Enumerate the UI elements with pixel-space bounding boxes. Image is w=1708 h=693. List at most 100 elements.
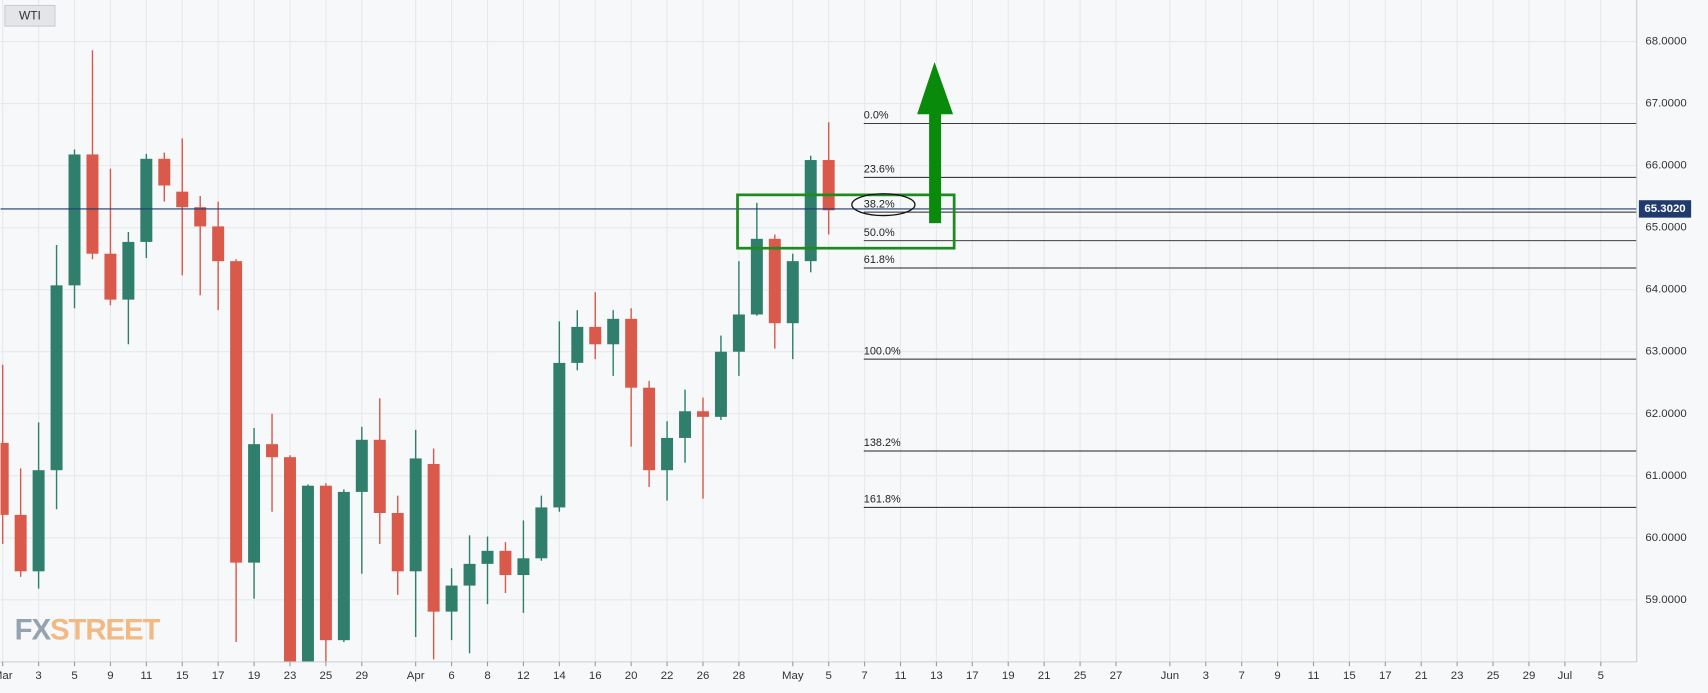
y-tick-label: 63.0000 (1645, 346, 1686, 358)
candle-body (373, 439, 386, 513)
candle-body (104, 253, 117, 300)
candle-body (535, 507, 548, 559)
x-tick-label: 19 (248, 670, 261, 682)
candle-body (409, 458, 422, 572)
x-tick-label: 22 (661, 670, 674, 682)
candle-body (68, 154, 81, 286)
symbol-badge (4, 4, 56, 27)
fib-label: 0.0% (864, 110, 889, 122)
watermark: FXSTREET (15, 613, 161, 646)
y-tick-label: 65.0000 (1645, 222, 1686, 234)
candle-body (230, 261, 243, 563)
y-tick-label: 62.0000 (1645, 408, 1686, 420)
candle-body (714, 351, 727, 417)
candle-body (319, 485, 332, 641)
x-tick-label: 17 (1379, 670, 1392, 682)
x-tick-label: 13 (930, 670, 943, 682)
last-price-label: 65.3020 (1644, 203, 1685, 215)
x-tick-label: 23 (1451, 670, 1464, 682)
x-tick-label: 25 (1074, 670, 1087, 682)
x-tick-label: 29 (1523, 670, 1536, 682)
x-tick-label: 5 (71, 670, 77, 682)
candle-body (32, 470, 45, 572)
candle-body (553, 362, 566, 508)
candle-body (391, 512, 404, 572)
x-tick-label: 7 (1238, 670, 1244, 682)
x-tick-label: 21 (1038, 670, 1051, 682)
y-tick-label: 61.0000 (1645, 470, 1686, 482)
x-tick-label: 3 (1203, 670, 1209, 682)
candle-body (696, 411, 709, 417)
candle-body (248, 444, 261, 563)
x-tick-label: 19 (1002, 670, 1015, 682)
candle-body (445, 585, 458, 612)
x-tick-label: 28 (733, 670, 746, 682)
candle-body (283, 457, 296, 662)
fib-label: 38.2% (864, 198, 895, 210)
x-tick-label: 17 (966, 670, 979, 682)
x-tick-label: Mar (0, 670, 13, 682)
x-tick-label: 12 (517, 670, 530, 682)
y-tick-label: 67.0000 (1645, 98, 1686, 110)
candle-body (86, 154, 99, 254)
x-tick-label: Jul (1558, 670, 1573, 682)
y-tick-label: 66.0000 (1645, 160, 1686, 172)
candle-body (176, 191, 189, 208)
x-tick-label: 23 (284, 670, 297, 682)
x-tick-label: 26 (697, 670, 710, 682)
candle-body (301, 485, 314, 662)
arrow-head (917, 62, 954, 115)
plot (0, 50, 1637, 662)
candle-body (158, 158, 171, 186)
x-tick-label: 15 (1343, 670, 1356, 682)
candle-body (499, 550, 512, 576)
x-tick-label: 25 (1487, 670, 1500, 682)
fib-label: 23.6% (864, 164, 895, 176)
y-tick-label: 64.0000 (1645, 284, 1686, 296)
last-price-badge (1638, 200, 1692, 218)
candle-body (140, 158, 153, 242)
fib-label: 161.8% (864, 494, 901, 506)
y-tick-label: 59.0000 (1645, 594, 1686, 606)
x-tick-label: 5 (825, 670, 831, 682)
watermark-fx: FX (15, 613, 52, 646)
candle-body (786, 261, 799, 324)
candle-body (50, 285, 63, 471)
candle-body (679, 411, 692, 438)
x-tick-label: 21 (1415, 670, 1428, 682)
candle-body (732, 314, 745, 352)
x-tick-label: 6 (448, 670, 454, 682)
candle-body (804, 160, 817, 262)
fib-label: 50.0% (864, 227, 895, 239)
x-tick-label: 8 (484, 670, 490, 682)
candle-body (0, 442, 9, 515)
y-tick-label: 68.0000 (1645, 36, 1686, 48)
x-tick-label: 5 (1598, 670, 1604, 682)
candle-body (607, 318, 620, 345)
candle-body (589, 326, 602, 345)
x-tick-label: 17 (212, 670, 225, 682)
candle-body (122, 241, 135, 300)
candle-body (625, 318, 638, 388)
fib-label: 100.0% (864, 345, 901, 357)
highlight-box (736, 193, 956, 250)
candle-body (337, 491, 350, 641)
x-tick-label: 20 (625, 670, 638, 682)
candle-body (750, 238, 763, 315)
x-tick-label: 9 (1274, 670, 1280, 682)
fib-label: 61.8% (864, 254, 895, 266)
x-tick-label: 9 (107, 670, 113, 682)
x-tick-label: 15 (176, 670, 189, 682)
candle-body (661, 437, 674, 471)
x-tick-label: 7 (861, 670, 867, 682)
x-tick-label: 11 (140, 670, 152, 682)
arrow-shaft (929, 111, 942, 224)
candle-body (355, 439, 368, 492)
symbol: WTI (19, 8, 41, 22)
candle-body (481, 550, 494, 564)
candle-body (194, 207, 207, 227)
x-tick-label: 25 (320, 670, 333, 682)
overlay (736, 62, 956, 250)
x-tick-label: 3 (35, 670, 41, 682)
